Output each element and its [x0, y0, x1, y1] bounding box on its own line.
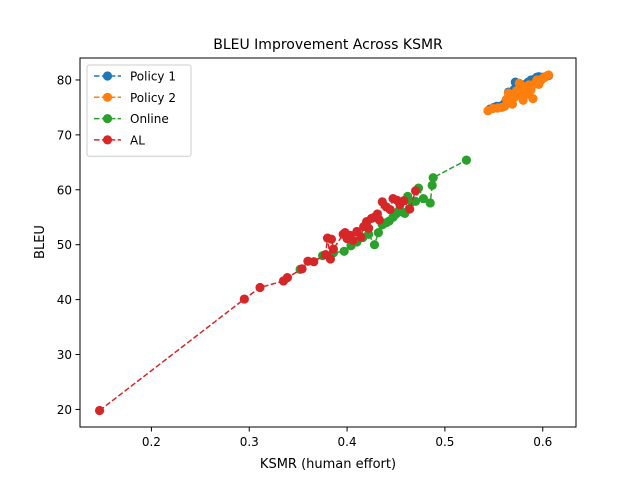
y-tick-label: 40: [57, 293, 72, 307]
data-point: [399, 196, 409, 206]
data-point: [425, 198, 435, 208]
plot-area: [94, 70, 554, 416]
data-point: [385, 204, 395, 215]
data-point: [364, 223, 374, 233]
legend-marker: [102, 71, 113, 81]
data-point: [410, 196, 421, 206]
data-point: [461, 155, 472, 165]
legend-marker: [102, 114, 113, 124]
data-point: [405, 204, 415, 214]
y-tick-label: 80: [57, 73, 72, 87]
axes-frame: [79, 57, 577, 428]
data-point: [428, 173, 438, 183]
x-axis-label: KSMR (human effort): [260, 457, 396, 472]
data-point: [373, 228, 383, 238]
data-point: [427, 180, 437, 190]
legend-label: Online: [130, 112, 169, 126]
data-point: [297, 264, 307, 274]
data-point: [348, 235, 358, 245]
data-point: [418, 193, 428, 204]
data-point: [339, 246, 349, 256]
series-al: [94, 186, 421, 416]
x-tick-label: 0.3: [240, 435, 259, 449]
y-tick-label: 50: [57, 238, 72, 252]
y-tick-label: 30: [57, 348, 72, 362]
data-point: [528, 94, 538, 104]
legend-label: Policy 2: [130, 91, 176, 105]
data-point: [410, 186, 421, 196]
data-point: [239, 294, 249, 304]
legend-marker: [102, 135, 113, 145]
data-point: [374, 215, 384, 225]
x-tick-label: 0.5: [435, 435, 454, 449]
y-tick-label: 60: [57, 183, 72, 197]
series-policy-2: [483, 70, 554, 116]
legend-label: AL: [130, 133, 145, 147]
data-point: [356, 232, 366, 242]
data-point: [326, 234, 337, 244]
data-point: [94, 405, 105, 416]
y-tick-label: 20: [57, 403, 72, 417]
data-point: [255, 282, 265, 293]
legend-item: Policy 1: [94, 70, 176, 84]
legend-marker: [102, 92, 113, 102]
data-point: [544, 70, 554, 80]
data-point: [325, 254, 336, 264]
legend: Policy 1 Policy 2 Online AL: [86, 64, 192, 157]
axis-ticks: 0.2 0.3 0.4 0.5 0.6 20 30 40 50 60 70 80: [57, 73, 553, 449]
data-point: [309, 257, 319, 267]
x-tick-label: 0.2: [142, 435, 161, 449]
legend-item: Policy 2: [94, 91, 176, 105]
legend-item: Online: [94, 112, 169, 126]
legend-box: [86, 64, 192, 157]
x-tick-label: 0.6: [533, 435, 552, 449]
x-tick-label: 0.4: [338, 435, 357, 449]
data-point: [369, 240, 380, 250]
y-axis-label: BLEU: [33, 225, 48, 259]
legend-label: Policy 1: [130, 70, 176, 84]
y-tick-label: 70: [57, 128, 72, 142]
data-point: [282, 273, 292, 283]
legend-item: AL: [94, 133, 145, 147]
chart-title: BLEU Improvement Across KSMR: [213, 37, 443, 53]
data-point: [328, 244, 338, 254]
